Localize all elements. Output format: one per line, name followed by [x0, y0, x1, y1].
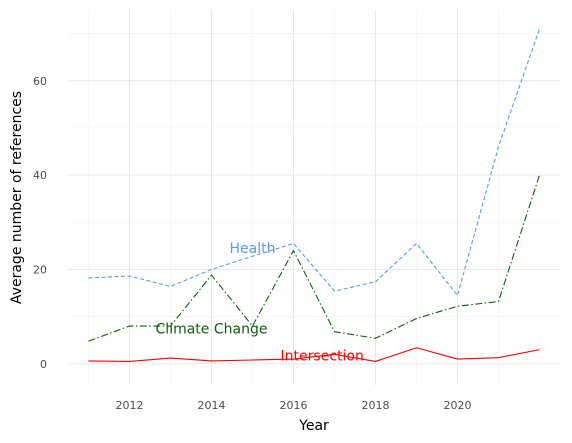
y-tick-label: 20 [33, 263, 47, 276]
grid-layer [68, 10, 560, 385]
series-layer [88, 28, 541, 362]
x-tick-label: 2020 [444, 399, 472, 412]
y-axis-title: Average number of references [9, 91, 25, 304]
series-line-intersection [88, 347, 540, 362]
x-axis-title: Year [298, 418, 329, 434]
x-tick-label: 2014 [198, 399, 226, 412]
series-label-intersection: Intersection [281, 348, 364, 364]
x-tick-label: 2012 [116, 399, 144, 412]
series-label-climate-change: Climate Change [156, 321, 268, 337]
y-tick-label: 40 [33, 169, 47, 182]
series-line-health [88, 28, 541, 296]
series-label-health: Health [230, 241, 276, 257]
y-tick-label: 60 [33, 75, 47, 88]
series-label-layer: Health Climate Change Intersection [156, 241, 364, 364]
x-tick-label: 2018 [362, 399, 390, 412]
x-tick-label: 2016 [280, 399, 308, 412]
series-line-climate-change [88, 174, 541, 342]
tick-label-layer: 0 20 40 60 2012 2014 2016 2018 2020 [33, 75, 472, 412]
y-tick-label: 0 [40, 358, 47, 371]
